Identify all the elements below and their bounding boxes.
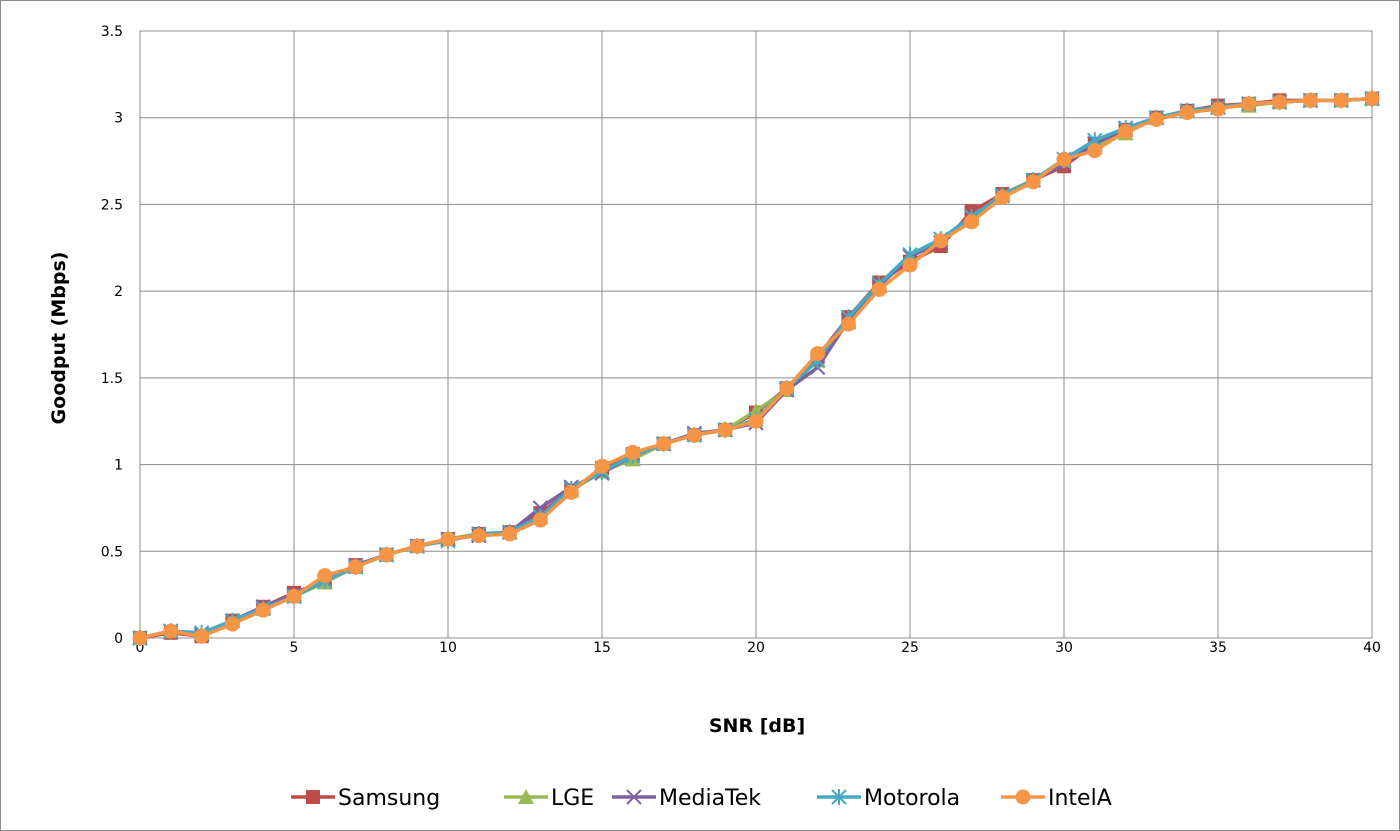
data-point-intela xyxy=(871,281,887,297)
data-point-intela xyxy=(255,602,271,618)
series-group xyxy=(132,90,1380,646)
x-axis-ticks: 0 5 10 15 20 25 30 35 40 xyxy=(136,640,1381,656)
x-tick-label: 15 xyxy=(593,640,611,656)
data-point-intela xyxy=(378,547,394,563)
data-point-intela xyxy=(502,526,518,542)
data-point-intela xyxy=(1241,96,1257,112)
x-tick-label: 0 xyxy=(136,640,145,656)
legend-item-lge: LGE xyxy=(504,786,594,811)
legend-item-samsung: Samsung xyxy=(291,786,440,811)
data-point-intela xyxy=(163,623,179,639)
data-point-intela xyxy=(933,233,949,249)
legend-label-lge: LGE xyxy=(551,786,594,811)
legend-label-intela: IntelA xyxy=(1048,786,1112,811)
data-point-intela xyxy=(532,512,548,528)
y-tick-label: 0.5 xyxy=(101,544,123,560)
data-point-intela xyxy=(1302,92,1318,108)
data-point-intela xyxy=(1087,143,1103,159)
legend-marker-intela xyxy=(1015,789,1031,805)
x-tick-label: 5 xyxy=(290,640,299,656)
y-tick-label: 3.5 xyxy=(101,24,123,40)
data-point-intela xyxy=(1148,111,1164,127)
data-point-intela xyxy=(656,436,672,452)
y-tick-label: 0 xyxy=(114,631,123,647)
data-point-intela xyxy=(1025,174,1041,190)
y-tick-label: 2 xyxy=(114,284,123,300)
x-tick-label: 40 xyxy=(1363,640,1381,656)
data-point-intela xyxy=(471,528,487,544)
data-point-intela xyxy=(1118,124,1134,140)
series-intela xyxy=(132,91,1380,646)
legend: Samsung LGE MediaTek Motorola IntelA xyxy=(291,786,1112,811)
data-point-intela xyxy=(348,559,364,575)
data-point-intela xyxy=(840,316,856,332)
legend-item-intela: IntelA xyxy=(1001,786,1112,811)
data-point-intela xyxy=(902,257,918,273)
data-point-intela xyxy=(132,630,148,646)
legend-item-mediatek: MediaTek xyxy=(612,786,761,811)
legend-marker-samsung xyxy=(306,790,320,804)
data-point-intela xyxy=(748,413,764,429)
y-axis-ticks: 0 0.5 1 1.5 2 2.5 3 3.5 xyxy=(101,24,123,647)
data-point-intela xyxy=(1272,94,1288,110)
x-tick-label: 10 xyxy=(439,640,457,656)
data-point-intela xyxy=(994,189,1010,205)
x-tick-label: 25 xyxy=(901,640,919,656)
legend-marker-mediatek xyxy=(626,789,642,805)
legend-marker-motorola xyxy=(831,789,847,805)
y-tick-label: 1 xyxy=(114,458,123,474)
legend-label-mediatek: MediaTek xyxy=(659,786,761,811)
data-point-intela xyxy=(317,568,333,584)
x-axis-title: SNR [dB] xyxy=(709,715,805,737)
legend-label-motorola: Motorola xyxy=(864,786,960,811)
legend-item-motorola: Motorola xyxy=(817,786,960,811)
data-point-intela xyxy=(686,427,702,443)
data-point-intela xyxy=(286,588,302,604)
grid xyxy=(139,30,1373,639)
legend-marker-lge xyxy=(518,789,534,804)
data-point-intela xyxy=(1364,91,1380,107)
legend-label-samsung: Samsung xyxy=(338,786,440,811)
data-point-intela xyxy=(779,380,795,396)
y-tick-label: 3 xyxy=(114,111,123,127)
data-point-intela xyxy=(409,538,425,554)
data-point-intela xyxy=(224,616,240,632)
x-tick-label: 20 xyxy=(747,640,765,656)
data-point-intela xyxy=(194,628,210,644)
x-tick-label: 35 xyxy=(1209,640,1227,656)
data-point-intela xyxy=(717,422,733,438)
y-tick-label: 1.5 xyxy=(101,371,123,387)
data-point-intela xyxy=(594,458,610,474)
data-point-intela xyxy=(1056,151,1072,167)
data-point-intela xyxy=(810,346,826,362)
data-point-intela xyxy=(1179,105,1195,121)
y-tick-label: 2.5 xyxy=(101,197,123,213)
data-point-intela xyxy=(625,444,641,460)
data-point-intela xyxy=(563,484,579,500)
data-point-intela xyxy=(440,531,456,547)
x-tick-label: 30 xyxy=(1055,640,1073,656)
data-point-intela xyxy=(1333,92,1349,108)
data-point-intela xyxy=(964,214,980,230)
y-axis-title: Goodput (Mbps) xyxy=(48,252,70,425)
data-point-intela xyxy=(1210,101,1226,117)
